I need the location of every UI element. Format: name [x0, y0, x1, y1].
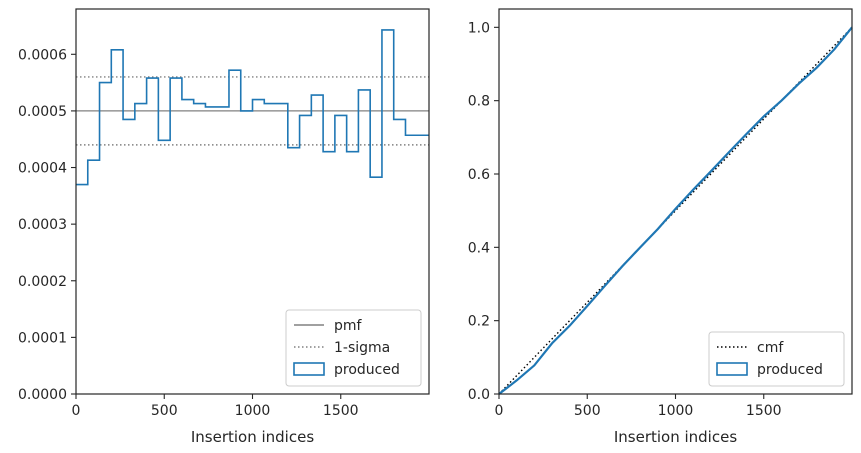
y-tick-label: 0.0006	[18, 47, 67, 63]
y-tick-label: 0.0001	[18, 330, 67, 346]
legend-label-produced: produced	[334, 362, 400, 378]
y-axis: 0.0000 0.0001 0.0002 0.0003 0.0004 0.0005 0.00…	[18, 47, 76, 403]
x-tick-label: 0	[72, 403, 81, 419]
legend-label-pmf: pmf	[334, 318, 363, 334]
y-tick-label: 0.0003	[18, 217, 67, 233]
y-tick-label: 0.0002	[18, 274, 67, 290]
produced-line	[498, 26, 853, 395]
y-tick-label: 0.0000	[18, 387, 67, 403]
y-tick-label: 0.0	[468, 387, 490, 403]
legend-label-1-sigma: 1-sigma	[334, 340, 390, 356]
y-axis: 0.0 0.2 0.4 0.6 0.8 1.0	[468, 20, 499, 403]
x-tick-label: 0	[495, 403, 504, 419]
legend: pmf 1-sigma produced	[285, 309, 422, 387]
x-axis: 0 500 1000 1500	[495, 394, 782, 419]
legend-swatch-produced	[293, 362, 325, 376]
y-tick-label: 0.8	[468, 94, 490, 110]
produced-histogram	[76, 29, 429, 186]
legend-box	[708, 331, 845, 387]
x-tick-label: 1500	[323, 403, 359, 419]
y-tick-label: 0.2	[468, 314, 490, 330]
legend: cmf produced	[708, 331, 845, 387]
x-tick-label: 1000	[235, 403, 271, 419]
right-panel-cmf: 0 500 1000 1500 0.0 0.2 0.4 0.6 0.8 1.0 Insertio…	[468, 8, 853, 446]
x-axis-label: Insertion indices	[614, 428, 737, 446]
x-axis-label: Insertion indices	[191, 428, 314, 446]
x-tick-label: 1500	[746, 403, 782, 419]
y-tick-label: 0.0005	[18, 104, 67, 120]
y-tick-label: 0.4	[468, 240, 490, 256]
legend-box	[285, 309, 422, 387]
legend-label-produced: produced	[757, 362, 823, 378]
legend-swatch-produced	[716, 362, 748, 376]
x-tick-label: 500	[574, 403, 601, 419]
x-axis: 0 500 1000 1500	[72, 394, 359, 419]
y-tick-label: 1.0	[468, 20, 490, 36]
legend-label-cmf: cmf	[757, 340, 784, 356]
x-tick-label: 1000	[658, 403, 694, 419]
y-tick-label: 0.0004	[18, 161, 67, 177]
y-tick-label: 0.6	[468, 167, 490, 183]
sigma-lines	[76, 76, 429, 146]
x-tick-label: 500	[151, 403, 178, 419]
left-panel-pmf: 0 500 1000 1500 0.00000.00010.00020.00030.0…	[18, 8, 430, 446]
